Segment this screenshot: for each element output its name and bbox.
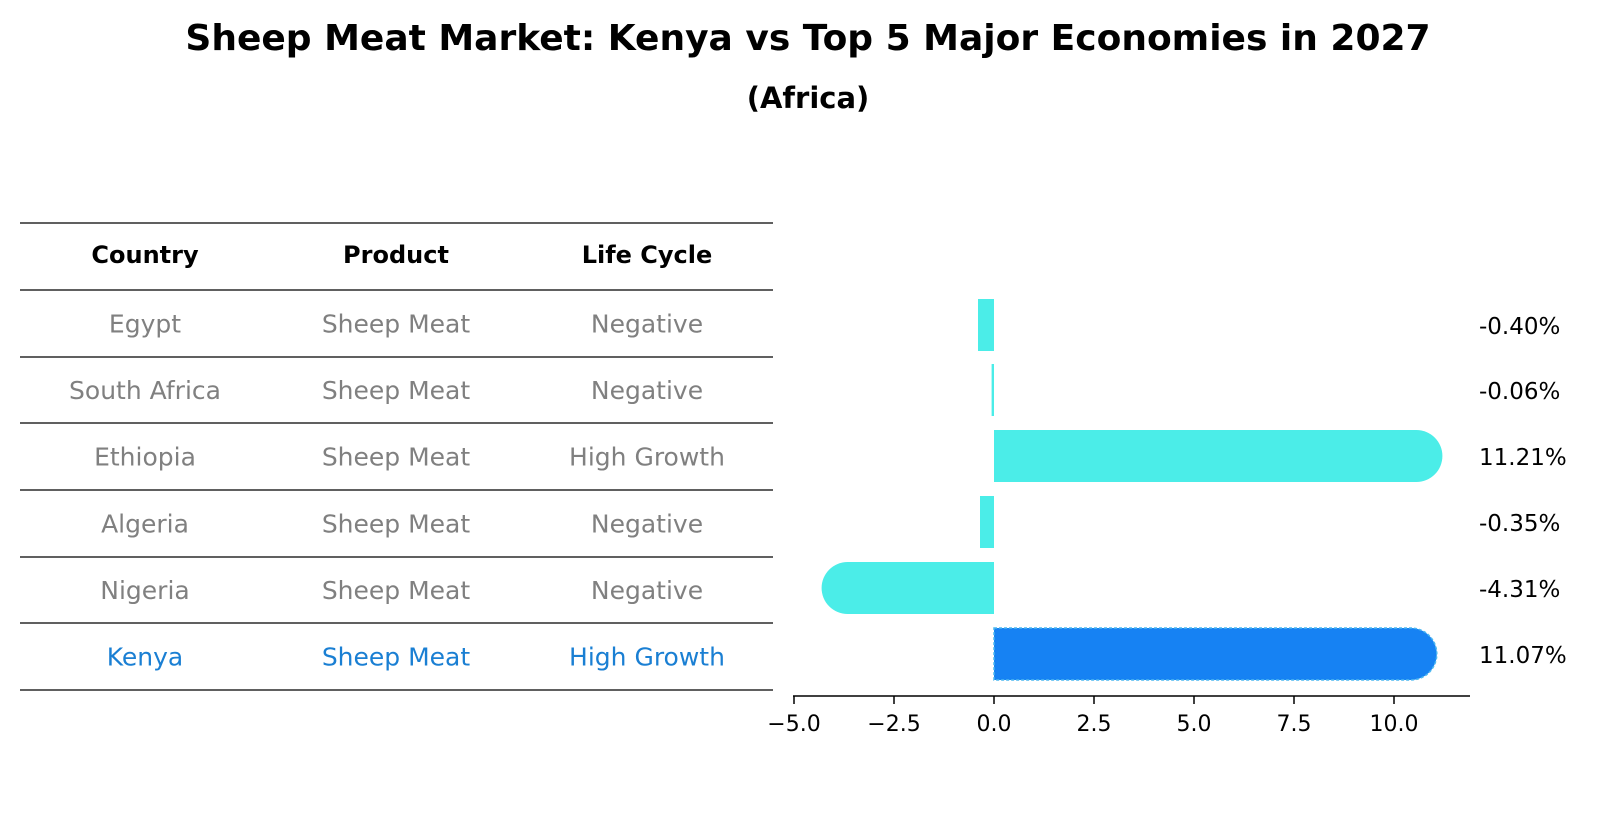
product-cell: Sheep Meat xyxy=(322,310,471,339)
bar-nigeria xyxy=(821,562,994,614)
country-cell: Ethiopia xyxy=(94,443,196,472)
product-cell: Sheep Meat xyxy=(322,376,471,405)
x-tick-label: −5.0 xyxy=(767,712,820,737)
bar-algeria xyxy=(980,496,994,548)
country-cell: Nigeria xyxy=(100,576,189,605)
table-row: Algeria Sheep Meat Negative xyxy=(101,510,703,539)
x-tick-label: 7.5 xyxy=(1277,712,1312,737)
value-label: -4.31% xyxy=(1479,577,1560,603)
life-cycle-cell: Negative xyxy=(591,510,703,539)
country-cell: Algeria xyxy=(101,510,189,539)
x-tick-label: 0.0 xyxy=(977,712,1012,737)
table-row: Nigeria Sheep Meat Negative xyxy=(100,576,703,605)
table-row: South Africa Sheep Meat Negative xyxy=(69,376,703,405)
x-tick-label: 10.0 xyxy=(1370,712,1419,737)
product-cell: Sheep Meat xyxy=(322,443,471,472)
bar-ethiopia xyxy=(994,430,1443,482)
value-label: 11.07% xyxy=(1479,643,1567,669)
x-axis: −5.0 −2.5 0.0 2.5 5.0 7.5 10.0 xyxy=(767,695,1470,737)
life-cycle-cell: Negative xyxy=(591,376,703,405)
country-cell: Egypt xyxy=(109,310,181,339)
product-cell: Sheep Meat xyxy=(322,576,471,605)
bar-south-africa xyxy=(991,364,994,416)
bar-egypt xyxy=(978,299,994,351)
x-tick-label: 5.0 xyxy=(1177,712,1212,737)
x-tick-label: −2.5 xyxy=(867,712,920,737)
value-label: -0.40% xyxy=(1479,314,1560,340)
life-cycle-cell: Negative xyxy=(591,310,703,339)
chart-title: Sheep Meat Market: Kenya vs Top 5 Major … xyxy=(185,18,1430,59)
life-cycle-cell: High Growth xyxy=(569,643,725,672)
country-header: Country xyxy=(91,241,199,269)
life-cycle-cell: High Growth xyxy=(569,443,725,472)
life-cycle-header: Life Cycle xyxy=(582,241,713,269)
bar-chart: -0.40% -0.06% 11.21% -0.35% -4.31% 11.07% xyxy=(821,299,1567,681)
table-row: Kenya Sheep Meat High Growth xyxy=(107,643,725,672)
value-label: -0.35% xyxy=(1479,511,1560,537)
chart-subtitle: (Africa) xyxy=(747,81,870,115)
x-tick-label: 2.5 xyxy=(1077,712,1112,737)
bar-kenya xyxy=(993,627,1438,681)
country-cell: South Africa xyxy=(69,376,221,405)
value-label: 11.21% xyxy=(1479,445,1567,471)
product-cell: Sheep Meat xyxy=(322,510,471,539)
value-label: -0.06% xyxy=(1479,379,1560,405)
table-row: Ethiopia Sheep Meat High Growth xyxy=(94,443,725,472)
product-header: Product xyxy=(343,241,449,269)
table-row: Egypt Sheep Meat Negative xyxy=(109,310,703,339)
product-cell: Sheep Meat xyxy=(322,643,471,672)
life-cycle-cell: Negative xyxy=(591,576,703,605)
country-cell: Kenya xyxy=(107,643,184,672)
